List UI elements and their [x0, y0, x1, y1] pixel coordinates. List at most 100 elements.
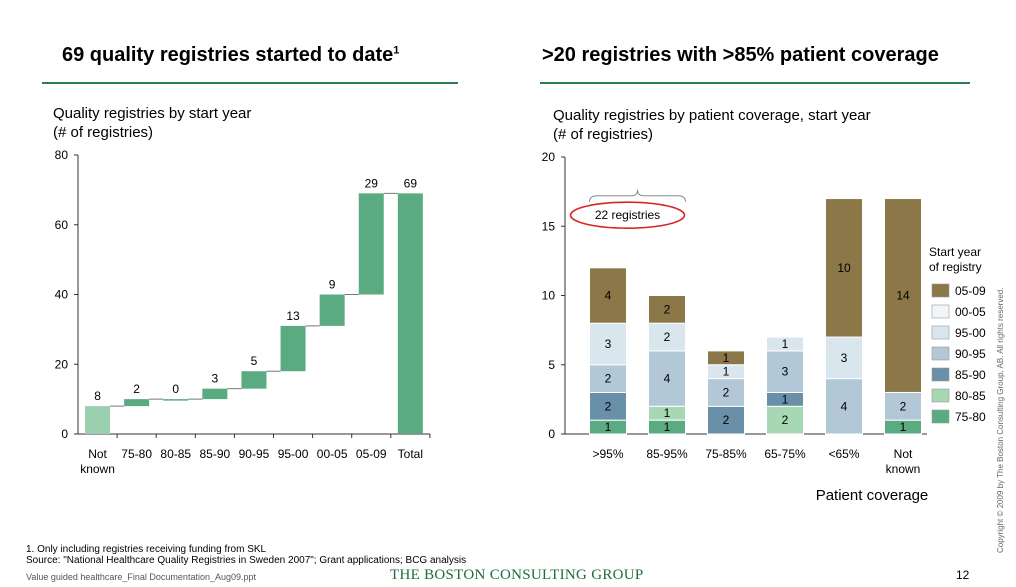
y-tick-label: 0 — [548, 427, 555, 441]
legend-swatch — [931, 283, 950, 298]
y-tick-label: 15 — [542, 219, 556, 233]
legend-label: 05-09 — [955, 284, 986, 298]
footnote-marker: 1 — [393, 44, 400, 57]
legend-swatch — [931, 346, 950, 361]
stacked-segment — [766, 336, 804, 352]
legend-swatch — [931, 388, 950, 403]
stacked-segment — [589, 267, 627, 324]
segment-label: 10 — [837, 261, 851, 275]
stacked-segment — [884, 198, 922, 393]
y-tick-label: 10 — [542, 289, 556, 303]
segment-label: 3 — [782, 365, 789, 379]
legend-swatch — [931, 367, 950, 382]
segment-label: 1 — [782, 392, 789, 406]
stacked-segment — [707, 378, 745, 407]
x-tick-label: 65-75% — [764, 447, 806, 461]
y-tick-label: 80 — [55, 148, 69, 162]
waterfall-bar — [124, 399, 150, 407]
segment-label: 1 — [900, 420, 907, 434]
stacked-bar-chart: 0510152012234>95%1142285-95%221175-85%21… — [542, 150, 986, 504]
y-tick-label: 5 — [548, 358, 555, 372]
legend-title: Start year — [929, 245, 981, 259]
legend-swatch — [931, 409, 950, 424]
source-note: Source: "National Healthcare Quality Reg… — [26, 555, 467, 566]
data-label: 29 — [365, 176, 379, 190]
waterfall-bar — [280, 325, 306, 372]
page-number: 12 — [956, 568, 970, 582]
bcg-logo: THE BOSTON CONSULTING GROUP — [390, 567, 644, 583]
segment-label: 2 — [900, 399, 907, 413]
segment-label: 2 — [605, 372, 612, 386]
x-tick-label: 85-95% — [646, 447, 688, 461]
data-label: 5 — [251, 354, 258, 368]
waterfall-bar — [163, 399, 189, 401]
segment-label: 2 — [782, 413, 789, 427]
waterfall-bar — [358, 193, 384, 295]
callout-ellipse — [569, 201, 686, 229]
stacked-segment — [648, 295, 686, 324]
stacked-segment — [825, 378, 863, 435]
data-label: 69 — [404, 176, 418, 190]
segment-label: 1 — [723, 365, 730, 379]
segment-label: 1 — [605, 420, 612, 434]
legend-label: 00-05 — [955, 305, 986, 319]
segment-label: 1 — [782, 337, 789, 351]
legend-label: 90-95 — [955, 347, 986, 361]
segment-label: 4 — [664, 372, 671, 386]
stacked-segment — [648, 322, 686, 352]
right-chart-title: >20 registries with >85% patient coverag… — [542, 44, 939, 66]
x-tick-label: 00-05 — [317, 447, 348, 461]
y-tick-label: 0 — [61, 427, 68, 441]
segment-label: 2 — [664, 330, 671, 344]
stacked-segment — [648, 350, 686, 407]
data-label: 8 — [94, 389, 101, 403]
segment-label: 4 — [605, 289, 612, 303]
copyright: Copyright © 2009 by The Boston Consultin… — [996, 287, 1005, 553]
x-tick-label: Total — [398, 447, 423, 461]
stacked-segment — [707, 405, 745, 435]
x-tick-label: 75-85% — [705, 447, 747, 461]
y-tick-label: 20 — [55, 357, 69, 371]
segment-label: 1 — [723, 351, 730, 365]
segment-label: 1 — [664, 406, 671, 420]
data-label: 3 — [212, 372, 219, 386]
waterfall-bar — [241, 371, 267, 389]
x-tick-label: known — [80, 462, 115, 476]
legend-swatch — [931, 304, 950, 319]
segment-label: 3 — [605, 337, 612, 351]
segment-label: 2 — [664, 302, 671, 316]
x-tick-label: 05-09 — [356, 447, 387, 461]
stacked-segment — [825, 336, 863, 380]
segment-label: 2 — [723, 413, 730, 427]
right-chart-subtitle: Quality registries by patient coverage, … — [553, 107, 871, 143]
right-title-rule — [540, 82, 970, 84]
data-label: 13 — [286, 309, 300, 323]
segment-label: 14 — [896, 289, 910, 303]
x-tick-label: 90-95 — [239, 447, 270, 461]
legend-label: 85-90 — [955, 368, 986, 382]
legend-label: 80-85 — [955, 389, 986, 403]
x-tick-label: 95-00 — [278, 447, 309, 461]
x-tick-label: <65% — [828, 447, 859, 461]
segment-label: 2 — [605, 399, 612, 413]
waterfall-bar — [85, 406, 111, 434]
footnote: 1. Only including registries receiving f… — [26, 544, 267, 555]
left-title-rule — [42, 82, 458, 84]
x-tick-label: 85-90 — [199, 447, 230, 461]
waterfall-bar — [202, 388, 228, 400]
data-label: 2 — [133, 382, 140, 396]
document-name: Value guided healthcare_Final Documentat… — [26, 572, 256, 582]
stacked-segment — [825, 198, 863, 338]
stacked-segment — [707, 350, 745, 366]
y-tick-label: 20 — [542, 150, 556, 164]
x-axis-title: Patient coverage — [816, 487, 929, 504]
y-tick-label: 40 — [55, 288, 69, 302]
legend-label: 75-80 — [955, 410, 986, 424]
segment-label: 4 — [841, 399, 848, 413]
left-chart-subtitle: Quality registries by start year (# of re… — [53, 105, 252, 141]
x-tick-label: Not — [894, 447, 913, 461]
data-label: 0 — [172, 382, 179, 396]
stacked-segment — [589, 322, 627, 366]
x-tick-label: Not — [88, 447, 107, 461]
